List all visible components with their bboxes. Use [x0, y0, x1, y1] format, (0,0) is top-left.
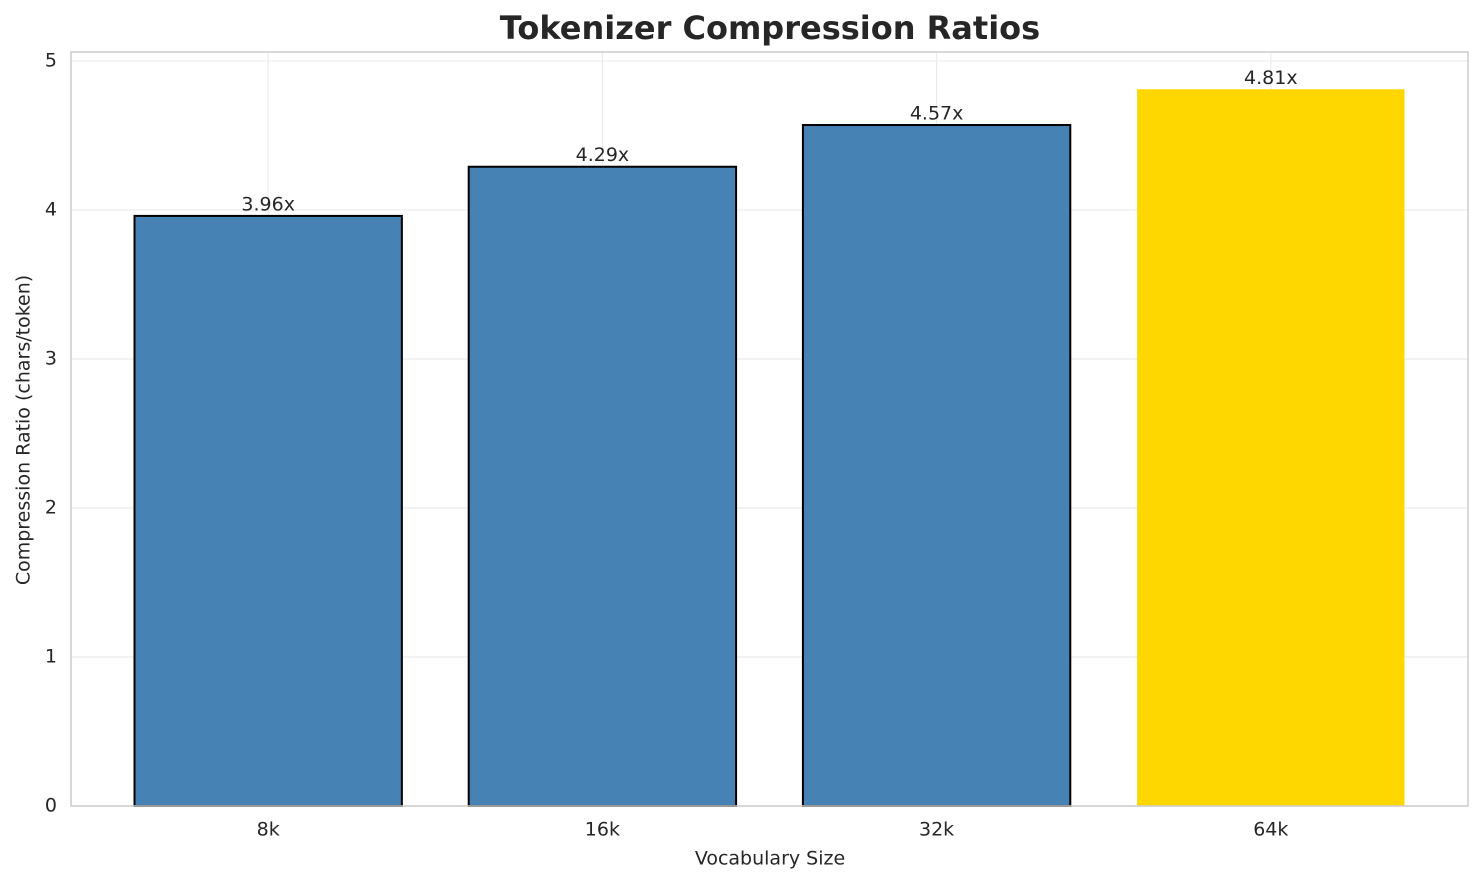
x-tick-label: 16k	[585, 819, 620, 841]
value-label: 4.81x	[1244, 67, 1298, 89]
bar	[801, 124, 1072, 807]
bar	[467, 165, 738, 807]
chart-title: Tokenizer Compression Ratios	[500, 9, 1040, 47]
y-tick-label: 4	[45, 198, 57, 220]
y-tick-label: 3	[45, 347, 57, 369]
axes-frame	[70, 51, 1469, 807]
y-tick-label: 2	[45, 496, 57, 518]
x-tick-label: 64k	[1253, 819, 1288, 841]
x-tick-label: 32k	[919, 819, 954, 841]
value-label: 3.96x	[241, 193, 295, 215]
value-label: 4.29x	[576, 144, 630, 166]
y-tick-label: 0	[45, 795, 57, 817]
y-axis-label: Compression Ratio (chars/token)	[13, 275, 35, 585]
x-tick-label: 8k	[257, 819, 280, 841]
y-tick-label: 5	[45, 49, 57, 71]
bar	[1137, 89, 1405, 806]
y-tick-label: 1	[45, 645, 57, 667]
value-label: 4.57x	[910, 103, 964, 125]
bar	[133, 214, 403, 808]
x-axis-label: Vocabulary Size	[695, 848, 845, 870]
